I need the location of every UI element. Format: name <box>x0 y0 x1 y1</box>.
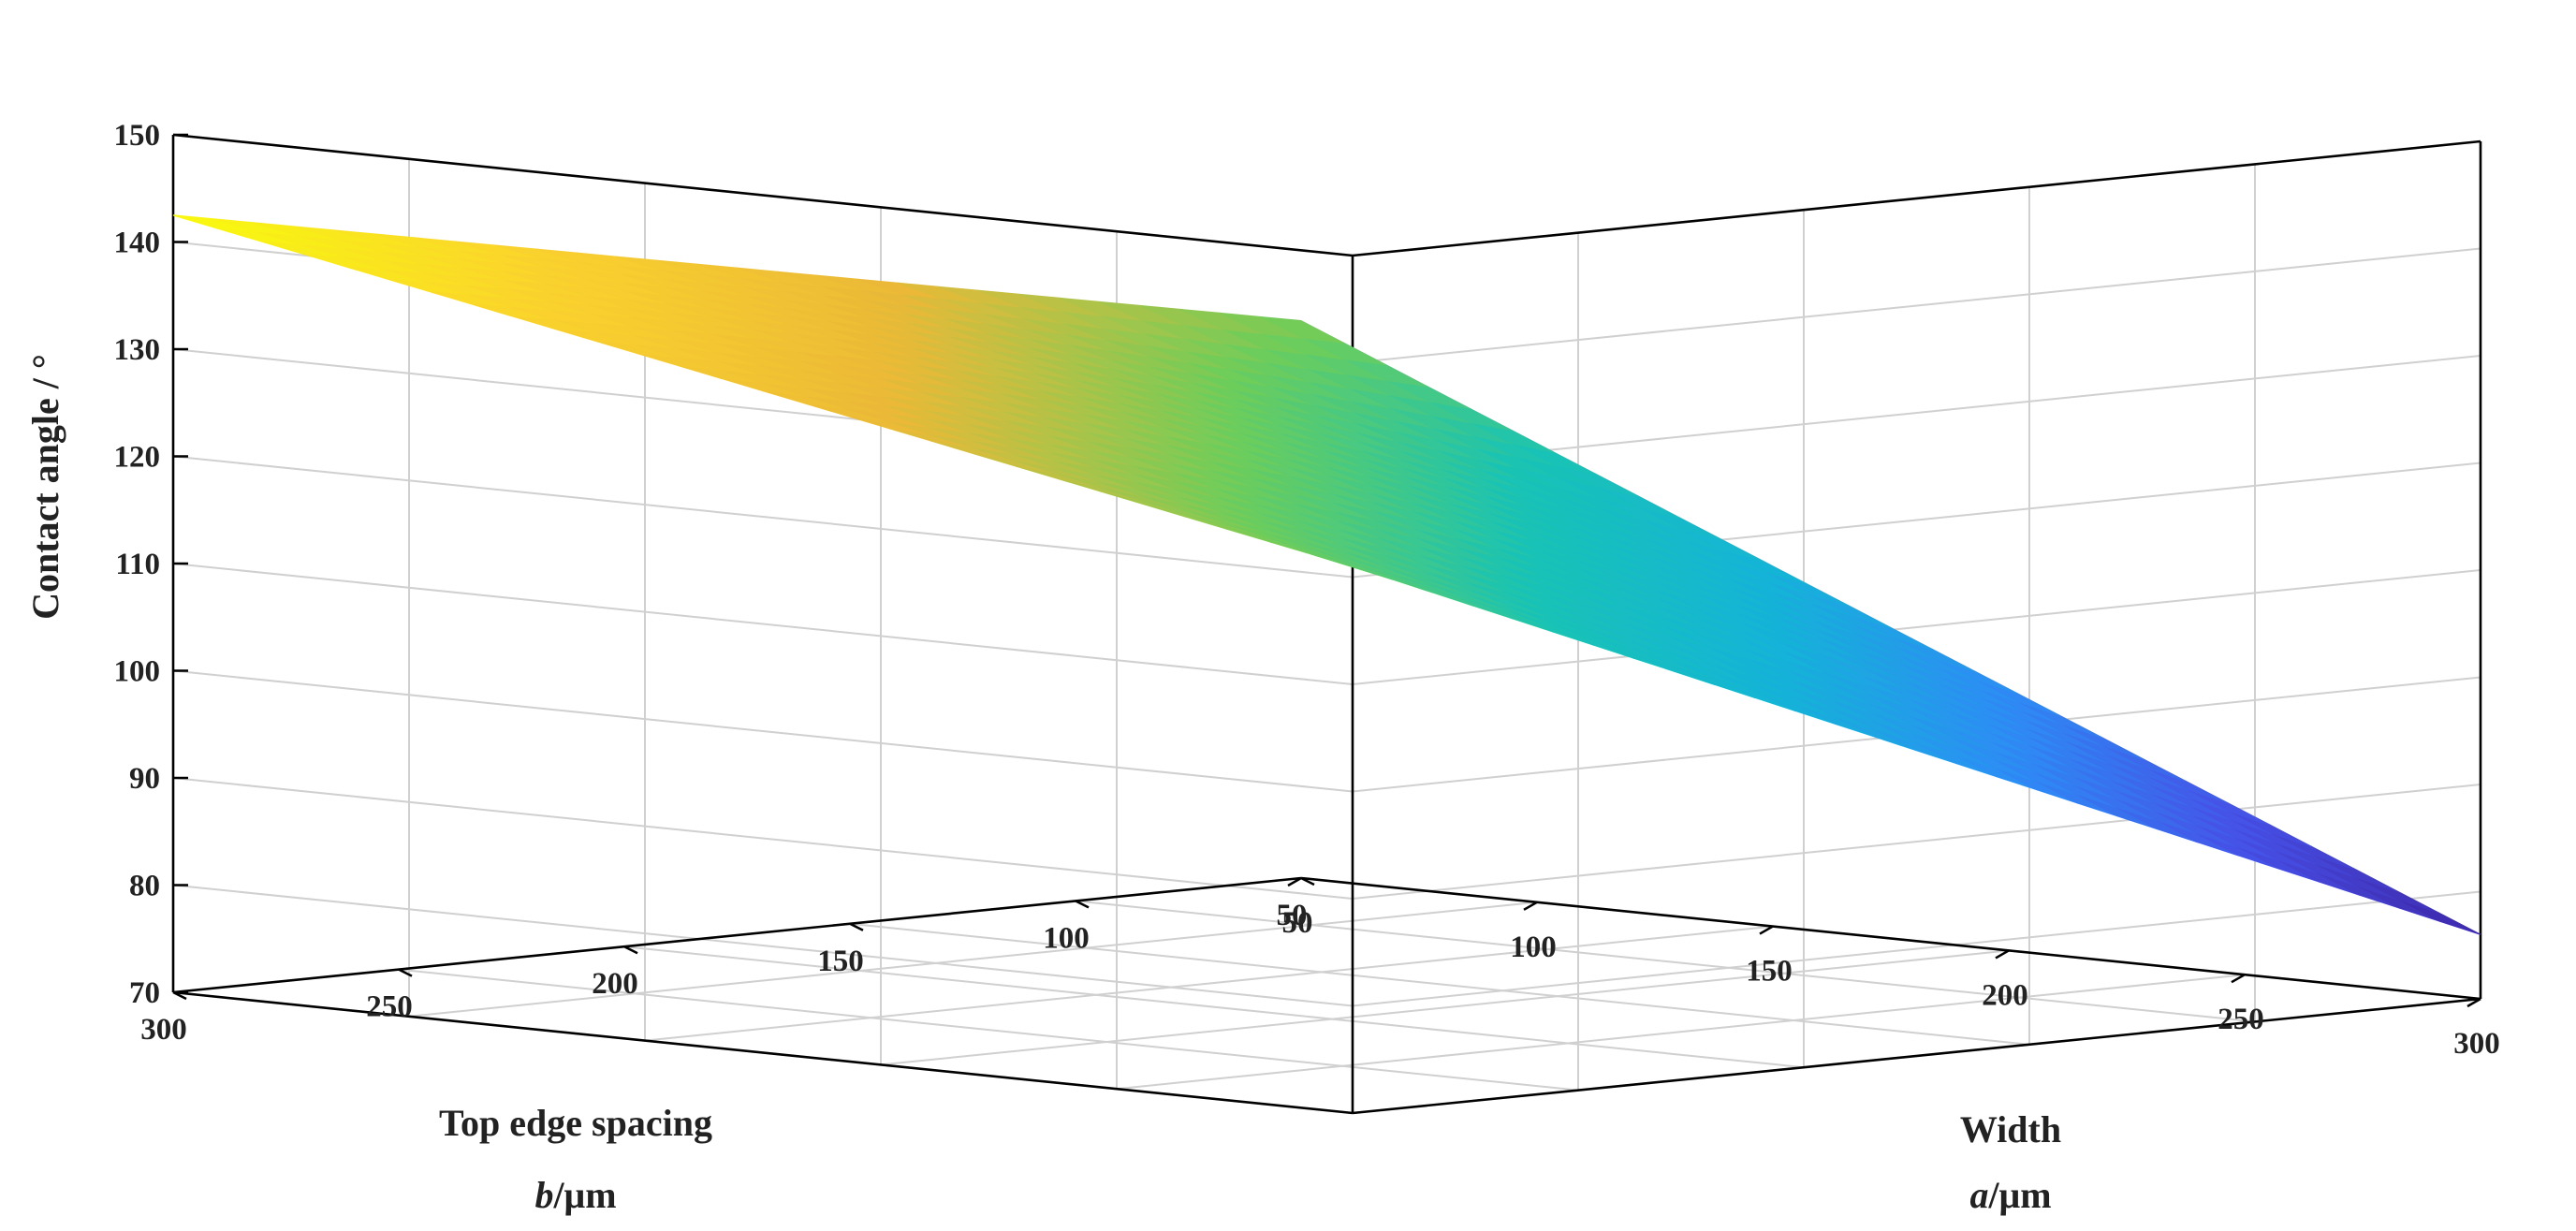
floor-grid-y <box>623 945 1805 1069</box>
x-tick-mark <box>2466 997 2481 1008</box>
y-tick-labels: 50 100 150 200 250 300 <box>140 899 1307 1047</box>
tick-marks <box>172 133 2481 1008</box>
side-wall-grid-z <box>1352 569 2481 685</box>
floor-grid-y <box>1075 900 2256 1023</box>
x-axis-label: Width <box>1960 1108 2061 1150</box>
floor-grid-y <box>398 968 1579 1092</box>
y-axis-label: Top edge spacing <box>439 1102 712 1144</box>
floor-grid-x <box>1116 974 2246 1091</box>
y-axis-symbol: b <box>534 1174 553 1216</box>
x-tick-mark <box>2231 974 2246 984</box>
surface-patch <box>1260 316 1344 344</box>
floor-grid-x <box>644 925 1774 1042</box>
x-axis-symbol: a <box>1969 1174 1988 1216</box>
y-tick-label: 100 <box>1043 921 1090 955</box>
side-wall-grid-z <box>1352 890 2481 1007</box>
y-axis-unit: b/μm <box>534 1174 616 1216</box>
z-tick-label: 130 <box>114 333 161 367</box>
y-tick-mark <box>623 945 638 955</box>
z-tick-label: 100 <box>114 655 161 689</box>
y-tick-label: 300 <box>140 1013 187 1047</box>
x-tick-labels: 50 100 150 200 250 300 <box>1282 906 2500 1061</box>
side-wall-grid-z <box>1352 247 2481 364</box>
x-tick-mark <box>1287 876 1302 887</box>
y-tick-mark <box>398 968 413 977</box>
y-tick-label: 150 <box>817 945 864 978</box>
floor-grid-x <box>408 901 1538 1018</box>
back-wall-grid-z <box>172 563 1354 685</box>
x-axis-unit-text: /μm <box>1987 1174 2051 1216</box>
back-wall-grid-z <box>172 669 1354 793</box>
z-tick-label: 80 <box>129 870 160 903</box>
y-axis-line <box>172 876 1302 994</box>
axes-frame <box>171 133 2482 1115</box>
z-tick-label: 90 <box>129 762 160 796</box>
x-tick-label: 250 <box>2217 1003 2264 1036</box>
y-tick-label: 200 <box>592 967 638 1001</box>
x-tick-label: 150 <box>1746 955 1793 989</box>
y-tick-label: 50 <box>1277 899 1308 932</box>
y-tick-mark <box>849 922 864 931</box>
z-axis-label: Contact angle / ° <box>24 354 66 620</box>
x-axis-line <box>1300 876 2481 1001</box>
x-tick-mark <box>1523 901 1538 911</box>
back-wall-grid-z <box>172 884 1354 1007</box>
floor-grid-y <box>849 922 2030 1046</box>
x-tick-label: 200 <box>1982 978 2028 1012</box>
z-tick-label: 150 <box>114 119 161 153</box>
y-tick-mark <box>1075 900 1090 909</box>
z-tick-label: 110 <box>115 548 160 581</box>
z-tick-label: 70 <box>129 976 160 1010</box>
frame-top-back-left <box>172 133 1354 257</box>
frame-top-back-right <box>1352 139 2481 257</box>
axes-front-frame <box>172 876 2481 1001</box>
frame-floor-back-left <box>172 990 1354 1115</box>
back-wall-grid-z <box>172 777 1354 900</box>
x-tick-label: 300 <box>2453 1027 2500 1061</box>
y-axis-unit-text: /μm <box>552 1174 616 1216</box>
back-wall-grid-z <box>172 455 1354 579</box>
floor-grid-x <box>880 949 2010 1066</box>
x-axis-unit: a/μm <box>1969 1174 2051 1216</box>
z-tick-label: 120 <box>114 441 161 475</box>
z-tick-labels: 70 80 90 100 110 120 130 140 150 <box>114 119 161 1010</box>
frame-floor-back-right <box>1352 997 2481 1115</box>
z-tick-label: 140 <box>114 227 161 260</box>
x-tick-label: 100 <box>1510 931 1557 964</box>
surface <box>172 214 2481 935</box>
x-tick-mark <box>1995 949 2010 960</box>
y-tick-mark <box>1300 876 1315 887</box>
x-tick-label: 50 <box>1282 906 1313 940</box>
y-tick-label: 250 <box>366 990 413 1024</box>
side-wall-grid-z <box>1352 784 2481 900</box>
x-tick-mark <box>1759 925 1774 935</box>
